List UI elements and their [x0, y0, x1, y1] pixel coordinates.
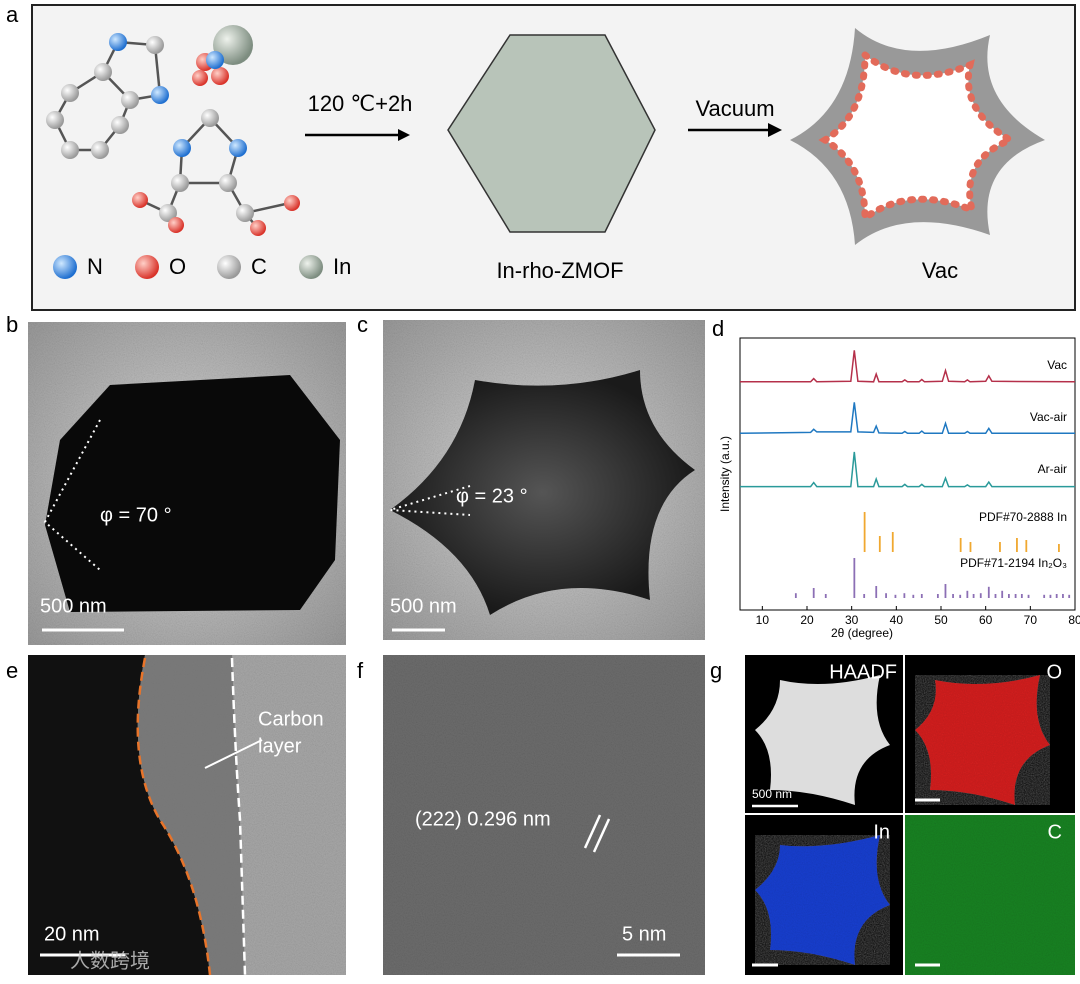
xrd-line — [739, 402, 1075, 435]
hrtem-image — [383, 655, 705, 975]
product-label: Vac — [922, 258, 958, 283]
carbon-region — [137, 655, 245, 975]
panel-label: e — [6, 658, 18, 683]
map-label: C — [1048, 821, 1062, 843]
legend-swatch — [135, 255, 159, 279]
lattice-mark — [592, 818, 611, 853]
x-axis-label: 2θ (degree) — [831, 626, 893, 640]
haadf-particle — [755, 675, 890, 805]
dark-region — [28, 655, 210, 975]
scale-label: 500 nm — [40, 595, 107, 617]
angle-lines — [43, 419, 101, 571]
legend-swatch — [217, 255, 241, 279]
x-tick-label: 40 — [890, 613, 904, 627]
xrd-chart: 10 20 30 40 50 60 70 80 Vac Vac-air Ar-air PDF#70-2… — [739, 350, 1080, 627]
annotation: layer — [258, 735, 302, 757]
x-tick-label: 10 — [756, 613, 770, 627]
legend-label: In — [333, 254, 351, 279]
xrd-line — [740, 350, 1076, 383]
map-label: O — [1046, 661, 1062, 683]
annotation: Carbon — [258, 708, 324, 730]
legend-swatch — [299, 255, 323, 279]
x-tick-label: 30 — [845, 613, 859, 627]
legend-label: O — [169, 254, 186, 279]
x-tick-label: 50 — [934, 613, 948, 627]
star-particle — [390, 370, 695, 615]
o-map — [915, 675, 1050, 805]
x-tick-label: 60 — [979, 613, 993, 627]
arrow-head — [768, 123, 782, 137]
xrd-line — [740, 451, 1075, 488]
x-tick-label: 80 — [1068, 613, 1080, 627]
vac-cavity — [818, 47, 1018, 225]
angle-label: φ = 70 ° — [100, 504, 172, 526]
x-tick-label: 20 — [800, 613, 814, 627]
plot-frame — [739, 337, 1076, 611]
in-map — [755, 835, 890, 965]
series-label: Vac — [1047, 358, 1067, 372]
legend-label: N — [87, 254, 103, 279]
arrow — [204, 739, 263, 769]
scale-label: 500 nm — [390, 595, 457, 617]
series-label: Ar-air — [1038, 462, 1067, 476]
map-label: HAADF — [829, 661, 897, 683]
panel-label: b — [6, 312, 18, 337]
reference-label: PDF#71-2194 In₂O₃ — [960, 556, 1067, 570]
annotation: (222) 0.296 nm — [415, 808, 551, 830]
watermark: 人数跨境 — [70, 949, 150, 972]
atoms — [46, 25, 300, 236]
legend: N O C In — [53, 254, 351, 279]
arrow-head — [398, 129, 410, 141]
c-map — [905, 815, 1075, 975]
boundary-line — [230, 657, 247, 976]
series-label: Vac-air — [1030, 410, 1067, 424]
map-label: In — [873, 821, 890, 843]
scale-label: 20 nm — [44, 923, 100, 945]
angle-label: φ = 23 ° — [456, 485, 528, 507]
hexagon-particle — [45, 375, 340, 612]
panel-label: c — [357, 312, 368, 337]
condition-label: 120 ℃+2h — [308, 91, 413, 116]
panel-label: f — [357, 658, 364, 683]
scale-label: 500 nm — [752, 787, 792, 801]
panel-label: d — [712, 316, 724, 341]
hexagon-crystal — [447, 34, 656, 233]
boundary-line — [136, 657, 212, 976]
legend-label: C — [251, 254, 267, 279]
scale-label: 5 nm — [622, 923, 666, 945]
y-axis-label: Intensity (a.u.) — [718, 436, 732, 512]
panel-label: g — [710, 658, 722, 683]
x-tick-label: 70 — [1024, 613, 1038, 627]
legend-swatch — [53, 255, 77, 279]
lattice-mark — [583, 814, 602, 849]
panel-label: a — [6, 2, 19, 27]
reference-label: PDF#70-2888 In — [979, 510, 1067, 524]
condition-label: Vacuum — [695, 96, 774, 121]
product-label: In-rho-ZMOF — [496, 258, 623, 283]
